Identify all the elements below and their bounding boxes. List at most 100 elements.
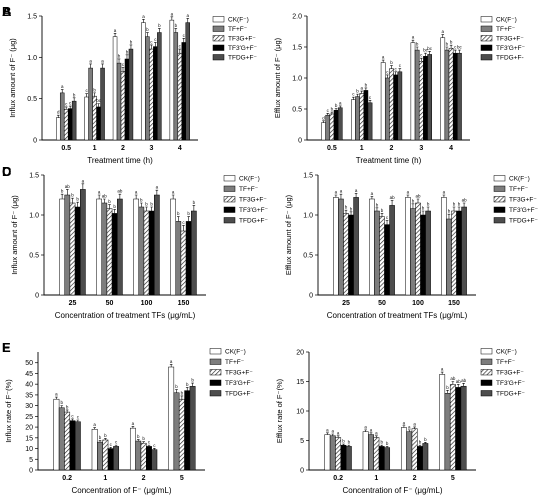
significance-label-c: c	[182, 220, 185, 225]
bar-e	[129, 427, 136, 471]
bar-a	[181, 42, 187, 141]
bar-a	[63, 109, 69, 141]
legend-entry-a: CK(F⁻)	[228, 17, 249, 24]
significance-label-b: bc	[457, 45, 463, 50]
error-bar-e	[93, 427, 96, 430]
legend-swatch-a	[212, 25, 225, 32]
bar-d	[456, 210, 462, 296]
error-bar-a	[72, 97, 76, 102]
significance-label-c: b	[61, 189, 64, 194]
bar-d	[343, 213, 349, 296]
legend-swatch-a	[212, 54, 225, 61]
significance-label-e: b	[175, 384, 178, 389]
bar-d	[461, 206, 467, 296]
y-tick-label-a: 0.5	[27, 96, 37, 103]
significance-label-b: bc	[427, 46, 433, 51]
significance-label-e: c	[71, 413, 74, 418]
error-bar-a	[178, 48, 182, 54]
significance-label-e: b	[61, 400, 64, 405]
y-axis-label-f: Efflux rate of F⁻(%)	[275, 378, 284, 443]
significance-label-a: b	[73, 92, 76, 97]
y-axis-label-e: Influx rate of F⁻(%)	[4, 379, 13, 443]
error-bar-d	[385, 220, 389, 225]
bar-a	[124, 58, 130, 141]
error-bar-f	[418, 444, 422, 447]
error-bar-b	[326, 113, 330, 116]
bar-e	[97, 441, 103, 471]
error-bar-b	[356, 93, 359, 97]
error-bar-a	[142, 19, 145, 23]
significance-label-e: a	[55, 392, 58, 397]
y-tick-label-c: 1.5	[29, 173, 39, 180]
error-bar-d	[447, 213, 451, 219]
panel-letter-f: F	[2, 340, 10, 355]
significance-label-b: b	[335, 103, 338, 108]
error-bar-b	[441, 34, 445, 38]
x-tick-label-c: 100	[141, 300, 153, 307]
significance-label-c: ab	[102, 194, 108, 199]
significance-label-a: a	[171, 11, 174, 16]
significance-label-b: a	[339, 100, 342, 105]
legend-entry-b: TFDG+F-	[496, 55, 524, 62]
error-bar-a	[146, 32, 149, 37]
x-axis-label-e: Concentration of F⁻ (μg/mL)	[72, 486, 172, 495]
legend-swatch-d	[493, 175, 506, 182]
error-bar-d	[406, 194, 410, 198]
y-tick-label-e: 50	[25, 360, 33, 367]
significance-label-f: b	[424, 437, 427, 442]
x-tick-label-d: 100	[412, 300, 424, 307]
y-tick-label-f: 10	[296, 409, 304, 416]
error-bar-b	[322, 120, 325, 123]
error-bar-d	[411, 203, 415, 209]
significance-label-d: a	[371, 191, 374, 196]
legend-swatch-c	[223, 175, 236, 182]
legend-swatch-f	[480, 379, 493, 386]
y-tick-label-b: 1.5	[292, 45, 302, 52]
error-bar-c	[134, 194, 138, 199]
y-tick-label-d: 0.5	[303, 253, 313, 260]
x-tick-label-f: 2	[413, 475, 417, 482]
bar-b	[363, 90, 369, 141]
significance-label-f: a	[337, 430, 340, 435]
error-bar-e	[185, 387, 189, 391]
error-bar-c	[60, 193, 64, 199]
bar-f	[373, 437, 380, 471]
x-axis-label-a: Treatment time (h)	[87, 156, 153, 165]
bar-b	[337, 107, 343, 141]
error-bar-a	[158, 28, 161, 33]
y-tick-label-c: 1.0	[29, 213, 39, 220]
error-bar-e	[55, 396, 58, 400]
legend-entry-c: CK(F⁻)	[239, 176, 260, 183]
legend-swatch-d	[493, 217, 506, 224]
significance-label-f: b	[342, 439, 345, 444]
significance-label-d: a	[355, 188, 358, 193]
bar-c	[59, 198, 65, 296]
legend-entry-e: TF+F⁻	[225, 359, 245, 366]
bar-b	[333, 109, 339, 141]
bar-c	[64, 194, 71, 296]
bar-e	[146, 446, 152, 471]
bar-a	[128, 48, 134, 141]
significance-label-e: b	[191, 378, 194, 383]
bar-a	[120, 71, 126, 141]
error-bar-d	[349, 211, 353, 215]
error-bar-d	[375, 207, 379, 211]
legend-entry-e: TF3′G+F⁻	[225, 380, 255, 387]
bar-f	[417, 446, 423, 471]
error-bar-c	[150, 206, 153, 211]
error-bar-d	[426, 206, 430, 211]
bar-b	[325, 114, 331, 141]
significance-label-d: b	[345, 205, 348, 210]
significance-label-d: b	[453, 202, 456, 207]
bar-b	[427, 54, 432, 141]
significance-label-f: b	[380, 440, 383, 445]
significance-label-c: b	[71, 193, 74, 198]
bar-d	[384, 224, 390, 296]
significance-label-b: c	[327, 108, 330, 113]
significance-label-b: a	[382, 55, 385, 60]
x-tick-label-a: 2	[121, 145, 125, 152]
bar-a	[96, 106, 101, 141]
y-tick-label-f: 20	[296, 350, 304, 357]
